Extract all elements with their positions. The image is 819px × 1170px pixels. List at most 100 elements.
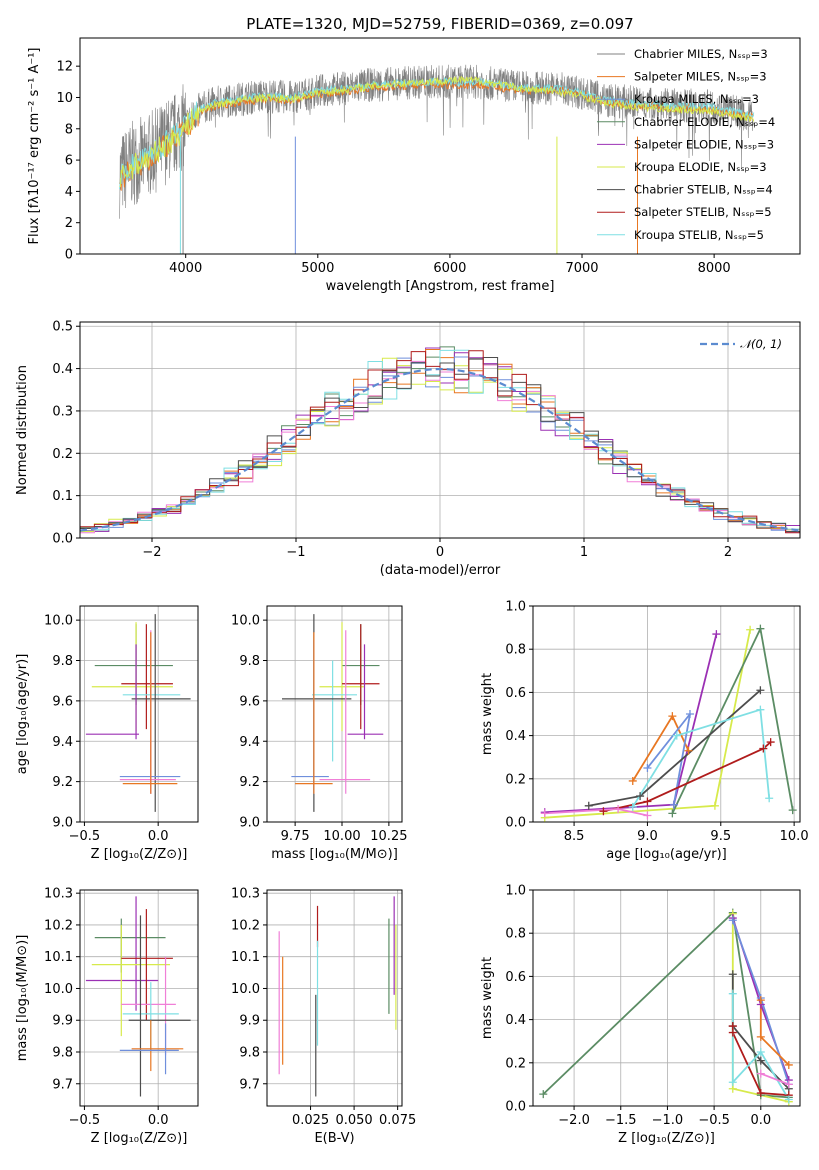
y-tick-label: 12 (56, 60, 73, 75)
x-tick-label: 0.050 (335, 1113, 372, 1128)
x-axis-label: Z [log₁₀(Z/Z⊙)] (618, 1131, 715, 1146)
mass-weight-marker (756, 1056, 765, 1065)
y-tick-label: 9.2 (52, 775, 73, 790)
figure-title: PLATE=1320, MJD=52759, FIBERID=0369, z=0… (246, 15, 633, 33)
x-tick-label: 0.075 (379, 1113, 416, 1128)
mass-weight-marker (628, 776, 637, 785)
mass-weight-series-line (632, 708, 771, 808)
y-tick-label: 0.0 (505, 1100, 526, 1115)
spectrum-panel: 4000 5000 6000 7000 8000 0 2 4 6 8 10 12 wavelength … (27, 37, 801, 294)
x-tick-label: 1 (580, 545, 588, 560)
legend-entry: Chabrier MILES, Nₛₛₚ=3 (634, 47, 768, 61)
y-tick-label: 0.4 (505, 1013, 526, 1028)
y-tick-label: 9.4 (52, 735, 73, 750)
y-tick-label: 0.8 (505, 643, 526, 658)
weight-vs-age-plot-area (544, 625, 794, 819)
y-axis-label: mass [log₁₀(M/M⊙)] (15, 935, 30, 1062)
y-tick-label: 9.8 (52, 654, 73, 669)
x-tick-label: 10.0 (780, 829, 809, 844)
age-vs-Z-frame (79, 605, 199, 823)
x-tick-label: 6000 (433, 261, 466, 276)
age-vs-mass-plot-area (282, 614, 384, 812)
mass-weight-marker (540, 809, 549, 818)
mass-weight-marker (756, 1032, 765, 1041)
x-tick-label: −0.5 (69, 829, 101, 844)
residuals-plot-area (80, 346, 800, 534)
mass-weight-marker (643, 764, 652, 772)
mass-weight-marker (643, 797, 652, 806)
weight-vs-Z-plot-area (542, 910, 790, 1103)
legend-entry: Salpeter STELIB, Nₛₛₚ=5 (634, 205, 772, 219)
mass-weight-marker (684, 746, 693, 755)
y-tick-label: 10.1 (44, 950, 73, 965)
mass-weight-marker (712, 630, 721, 639)
y-tick-label: 9.7 (52, 1077, 73, 1092)
x-tick-label: −0.5 (698, 1113, 730, 1128)
y-tick-label: 0.8 (505, 927, 526, 942)
y-axis-label: Flux [fλ10⁻¹⁷ erg cm⁻² s⁻¹ A⁻¹] (27, 48, 42, 245)
mass-weight-marker (788, 806, 797, 815)
y-tick-label: 0.2 (505, 772, 526, 787)
y-tick-label: 10 (56, 91, 73, 106)
y-tick-label: 0.0 (505, 816, 526, 831)
y-tick-label: 1.0 (505, 600, 526, 615)
x-tick-label: 10.25 (370, 829, 407, 844)
y-tick-label: 10.0 (44, 614, 73, 629)
mass-weight-series-line (603, 741, 772, 813)
weight-vs-age-panel: 8.5 9.0 9.5 10.0 0.0 0.2 0.4 0.6 0.8 1.0 age [log₁… (480, 600, 809, 863)
mass-weight-marker (728, 916, 737, 925)
x-axis-label: Z [log₁₀(Z/Z⊙)] (91, 1131, 188, 1146)
mass-vs-Z-frame (79, 889, 199, 1107)
y-tick-label: 10.3 (44, 887, 73, 902)
x-tick-label: 2 (724, 545, 732, 560)
y-tick-label: 0.6 (505, 970, 526, 985)
mass-weight-marker (756, 705, 765, 714)
x-tick-label: 10.00 (323, 829, 360, 844)
y-tick-label: 0.4 (52, 362, 73, 377)
y-tick-label: 10.3 (231, 887, 260, 902)
y-tick-label: 0.2 (52, 447, 73, 462)
mass-weight-marker (669, 800, 678, 809)
y-tick-label: 9.9 (239, 1014, 260, 1029)
y-tick-label: 0.5 (52, 320, 73, 335)
age-vs-mass-frame (266, 605, 403, 823)
mass-vs-EBV-panel: 0.025 0.050 0.075 9.7 9.8 9.9 10.0 10.1 10.2 10.3… (231, 887, 416, 1146)
mass-weight-marker (672, 731, 681, 740)
spectrum-frame (79, 37, 801, 255)
mass-weight-marker (746, 625, 755, 634)
mass-vs-Z-panel: −0.5 0.0 9.7 9.8 9.9 10.0 10.1 10.2 10.3 Z [log₁₀… (15, 887, 199, 1146)
mass-weight-series-line (731, 993, 790, 1100)
x-axis-label: Z [log₁₀(Z/Z⊙)] (91, 847, 188, 862)
x-tick-label: 8000 (698, 261, 731, 276)
mass-weight-series-line (760, 1072, 790, 1086)
x-tick-label: 0.025 (292, 1113, 329, 1128)
mass-weight-marker (539, 1090, 548, 1099)
mass-weight-marker (728, 989, 737, 998)
mass-weight-marker (614, 805, 623, 814)
x-tick-label: 0.0 (750, 1113, 771, 1128)
mass-weight-marker (668, 712, 677, 721)
y-tick-label: 9.6 (52, 694, 73, 709)
mass-weight-marker (756, 1069, 765, 1078)
x-tick-label: −0.5 (69, 1113, 101, 1128)
mass-weight-marker (668, 809, 677, 818)
mass-weight-marker (584, 801, 593, 810)
y-tick-label: 9.0 (52, 816, 73, 831)
x-tick-label: 4000 (169, 261, 202, 276)
weight-vs-age-frame (532, 605, 801, 823)
x-tick-label: 0.0 (148, 829, 169, 844)
x-tick-label: −1 (286, 545, 305, 560)
legend-entry: Salpeter MILES, Nₛₛₚ=3 (634, 70, 767, 84)
legend-entry: Salpeter ELODIE, Nₛₛₚ=3 (634, 137, 774, 151)
x-tick-label: 9.0 (637, 829, 658, 844)
x-tick-label: 9.75 (281, 829, 310, 844)
legend-entry: 𝒩(0, 1) (740, 337, 782, 351)
x-tick-label: 5000 (301, 261, 334, 276)
spectrum-plot-area (119, 64, 755, 254)
residuals-panel: −2 −1 0 1 2 0.0 0.1 0.2 0.3 0.4 0.5 (data-model)/er… (15, 320, 801, 578)
y-tick-label: 1.0 (505, 884, 526, 899)
legend-entry: Kroupa STELIB, Nₛₛₚ=5 (634, 228, 764, 242)
legend-entry: Chabrier ELODIE, Nₛₛₚ=4 (634, 115, 775, 129)
y-tick-label: 9.8 (239, 1046, 260, 1061)
weight-vs-Z-frame (532, 889, 801, 1107)
